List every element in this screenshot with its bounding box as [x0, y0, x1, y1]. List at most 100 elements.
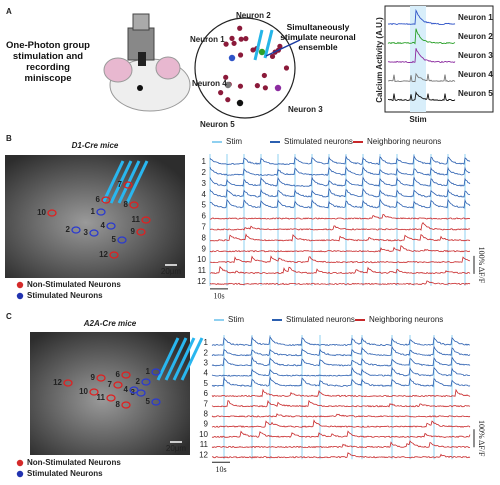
- legend-label: Stimulated neurons: [286, 315, 355, 324]
- legend-label: Neighboring neurons: [369, 315, 443, 324]
- legend-label: Stimulated neurons: [284, 137, 353, 146]
- calcium-trace: [209, 175, 471, 187]
- neuron-dot: [223, 74, 229, 80]
- calcium-trace: [209, 187, 471, 198]
- stim-arrow: [180, 337, 204, 381]
- neuron-dot: [231, 40, 237, 46]
- neuron-dot: [223, 41, 229, 47]
- stim-arrow: [109, 160, 133, 204]
- row-label: 2: [202, 168, 207, 177]
- pointer-arrow: [265, 39, 301, 57]
- row-label: 9: [204, 420, 209, 429]
- row-label: 11: [198, 266, 207, 275]
- roi-neighbor: [121, 401, 131, 409]
- roi-label: 1: [146, 367, 151, 376]
- calcium-trace: [387, 72, 456, 83]
- neuron-dot: [262, 85, 268, 91]
- legend-dot: [16, 470, 24, 478]
- calcium-trace: [209, 245, 471, 253]
- scale-bar-label: 20μm: [161, 267, 182, 276]
- neuron-dot: [269, 53, 276, 60]
- roi-label: 4: [124, 385, 129, 394]
- row-label: 3: [204, 359, 209, 368]
- roi-stimulated: [151, 398, 161, 406]
- roi-neighbor: [96, 374, 106, 382]
- row-label: 10: [199, 430, 208, 439]
- neuron-label: Neuron 5: [458, 89, 493, 98]
- roi-stimulated: [96, 208, 106, 216]
- row-label: 4: [204, 369, 209, 378]
- calcium-trace: [209, 166, 471, 177]
- calcium-trace: [210, 214, 471, 220]
- row-label: 2: [204, 348, 209, 357]
- roi-neighbor: [63, 379, 73, 387]
- row-label: 8: [204, 410, 209, 419]
- calcium-trace: [211, 335, 471, 347]
- image-c: [30, 332, 190, 455]
- roi-neighbor: [136, 228, 146, 236]
- calcium-trace: [211, 419, 471, 428]
- amp-scale-label: 100% ΔF/F: [477, 247, 486, 284]
- legend-label: Neighboring neurons: [367, 137, 441, 146]
- neuron-dot: [218, 90, 224, 96]
- stim-arrow: [172, 337, 196, 381]
- neuron-label: Neuron 3: [288, 105, 323, 114]
- image-b: [5, 155, 185, 278]
- calcium-trace: [211, 399, 471, 408]
- roi-stimulated: [141, 378, 151, 386]
- roi-label: 8: [124, 200, 129, 209]
- calcium-trace: [212, 452, 471, 459]
- calcium-trace: [211, 345, 471, 357]
- neuron-label: Neuron 4: [192, 79, 227, 88]
- neuron-label: Neuron 2: [236, 11, 271, 20]
- neuron-dot: [229, 35, 235, 41]
- neuron-dot: [243, 36, 249, 42]
- row-label: 6: [202, 212, 207, 221]
- roi-neighbor: [113, 381, 123, 389]
- roi-label: 10: [79, 387, 88, 396]
- roi-label: 9: [131, 227, 136, 236]
- roi-stimulated: [151, 368, 161, 376]
- calcium-trace: [209, 265, 471, 275]
- roi-neighbor: [89, 388, 99, 396]
- panel-letter: A: [6, 7, 12, 16]
- calcium-trace: [211, 413, 471, 418]
- row-label: 1: [204, 338, 209, 347]
- calcium-trace: [210, 222, 471, 231]
- neuron-dot: [274, 84, 282, 92]
- roi-label: 1: [91, 207, 96, 216]
- roi-neighbor: [141, 216, 151, 224]
- row-label: 1: [202, 157, 207, 166]
- neuron-dot: [228, 54, 236, 62]
- calcium-trace: [211, 375, 471, 388]
- roi-label: 4: [101, 221, 106, 230]
- panel-letter: C: [6, 312, 12, 321]
- y-axis-label: Calcium Activity (A.U.): [375, 17, 384, 103]
- roi-label: 3: [84, 228, 89, 237]
- row-label: 9: [202, 244, 207, 253]
- roi-label: 9: [91, 373, 96, 382]
- roi-label: 8: [116, 400, 121, 409]
- roi-neighbor: [121, 371, 131, 379]
- roi-label: 10: [37, 208, 46, 217]
- amp-scale-label: 100% ΔF/F: [477, 420, 486, 457]
- stim-bar: [410, 6, 426, 112]
- calcium-trace: [211, 440, 470, 449]
- roi-neighbor: [129, 201, 139, 209]
- stim-beam: [263, 29, 274, 59]
- calcium-trace: [387, 48, 456, 64]
- roi-stimulated: [136, 389, 146, 397]
- roi-label: 6: [116, 370, 121, 379]
- roi-neighbor: [106, 394, 116, 402]
- neuron-dot: [277, 43, 283, 49]
- neuron-dot: [261, 72, 267, 79]
- calcium-trace: [387, 28, 456, 45]
- neuron-dot: [237, 25, 243, 31]
- trace-box: [384, 5, 494, 113]
- roi-label: 11: [97, 393, 106, 402]
- roi-label: 7: [108, 380, 113, 389]
- roi-label: 5: [112, 235, 117, 244]
- calcium-trace: [387, 8, 456, 26]
